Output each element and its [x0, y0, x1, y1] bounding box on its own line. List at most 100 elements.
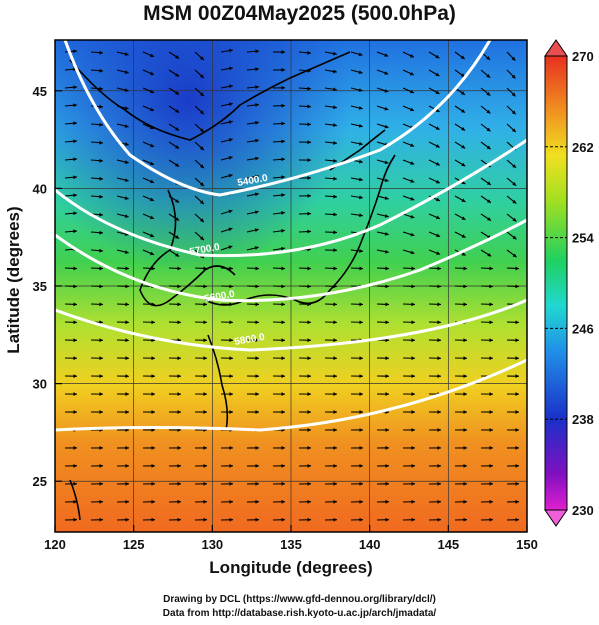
- wind-arrow-head: [124, 124, 129, 128]
- wind-arrow-head: [125, 266, 129, 271]
- wind-arrow-head: [199, 200, 204, 205]
- wind-arrow-head: [125, 499, 129, 504]
- wind-arrow-head: [463, 481, 467, 486]
- wind-arrow-head: [489, 428, 493, 432]
- wind-arrow-head: [99, 463, 103, 468]
- wind-arrow-head: [177, 356, 181, 361]
- wind-arrow-head: [461, 144, 466, 149]
- wind-arrow-head: [411, 284, 415, 289]
- wind-arrow-head: [486, 181, 491, 185]
- wind-arrow-head: [73, 356, 77, 361]
- wind-arrow-head: [307, 338, 311, 343]
- wind-arrow-head: [333, 141, 337, 145]
- wind-arrow-head: [307, 158, 311, 162]
- wind-arrow-head: [411, 374, 415, 379]
- wind-arrow-head: [203, 392, 207, 396]
- wind-arrow-head: [359, 517, 363, 522]
- wind-arrow-head: [333, 284, 337, 289]
- wind-arrow-head: [385, 428, 389, 432]
- wind-arrow-head: [255, 392, 259, 396]
- wind-arrow-head: [150, 233, 155, 238]
- wind-arrow-head: [229, 338, 233, 343]
- wind-arrow-head: [358, 70, 363, 75]
- wind-arrow-head: [281, 266, 285, 271]
- wind-arrow-head: [359, 302, 363, 307]
- wind-arrow-head: [151, 338, 155, 343]
- wind-arrow-head: [359, 428, 363, 432]
- wind-arrow-head: [177, 302, 181, 307]
- wind-arrow-head: [359, 463, 363, 468]
- wind-arrow-head: [437, 410, 441, 414]
- wind-arrow-head: [333, 499, 337, 504]
- wind-arrow-head: [199, 128, 204, 133]
- wind-arrow-head: [435, 126, 440, 130]
- wind-arrow-head: [255, 103, 259, 107]
- wind-arrow-head: [307, 266, 311, 271]
- wind-arrow-head: [486, 127, 491, 132]
- wind-arrow-head: [281, 481, 285, 486]
- wind-arrow-head: [281, 302, 285, 307]
- wind-arrow-head: [384, 53, 389, 57]
- wind-arrow-head: [177, 266, 181, 271]
- wind-arrow-head: [151, 266, 155, 271]
- colorbar-min-arrow: [544, 509, 568, 527]
- wind-arrow-head: [409, 71, 414, 76]
- wind-arrow-head: [228, 227, 233, 232]
- wind-arrow-head: [410, 214, 415, 219]
- wind-arrow-head: [460, 55, 465, 60]
- wind-arrow-head: [385, 284, 389, 289]
- wind-arrow-head: [512, 182, 517, 186]
- wind-arrow-head: [486, 145, 491, 150]
- wind-arrow-head: [358, 123, 363, 128]
- wind-arrow-head: [203, 302, 207, 307]
- wind-arrow-head: [125, 374, 129, 379]
- wind-arrow-head: [73, 193, 77, 198]
- wind-arrow-head: [175, 235, 180, 239]
- wind-arrow-head: [486, 56, 491, 60]
- y-tick-label: 40: [33, 181, 47, 196]
- wind-arrow-head: [175, 109, 180, 113]
- wind-arrow-head: [150, 89, 155, 94]
- wind-arrow-head: [359, 374, 363, 379]
- wind-arrow-head: [124, 196, 129, 200]
- wind-arrow-head: [151, 481, 155, 486]
- wind-arrow-head: [255, 320, 259, 325]
- wind-arrow-head: [125, 302, 129, 307]
- wind-arrow-head: [150, 179, 155, 184]
- wind-arrow-head: [125, 463, 129, 468]
- wind-arrow-head: [435, 72, 440, 76]
- wind-arrow-head: [333, 176, 337, 181]
- wind-arrow-head: [255, 67, 259, 72]
- wind-arrow-head: [515, 446, 519, 450]
- wind-arrow-head: [333, 248, 337, 253]
- wind-arrow-head: [175, 199, 180, 203]
- wind-arrow-head: [333, 158, 337, 163]
- wind-arrow-head: [307, 392, 311, 396]
- wind-arrow-head: [437, 284, 441, 289]
- wind-arrow-head: [359, 356, 363, 361]
- wind-arrow-head: [358, 106, 363, 110]
- y-tick-label: 25: [33, 474, 47, 489]
- wind-arrow-head: [124, 106, 129, 110]
- wind-arrow-head: [437, 356, 441, 361]
- wind-arrow-head: [515, 374, 519, 379]
- wind-arrow-head: [411, 446, 415, 450]
- wind-arrow-head: [255, 517, 259, 522]
- wind-arrow-head: [99, 356, 103, 361]
- wind-arrow-head: [229, 481, 233, 486]
- wind-arrow-head: [281, 446, 285, 450]
- wind-arrow-head: [99, 104, 103, 109]
- wind-arrow-head: [255, 374, 259, 379]
- wind-arrow-head: [254, 228, 259, 232]
- wind-arrow-head: [281, 50, 285, 54]
- wind-arrow-head: [125, 356, 129, 361]
- wind-arrow-head: [281, 85, 285, 90]
- wind-arrow-head: [229, 446, 233, 450]
- wind-arrow-head: [228, 156, 233, 160]
- colorbar-label: 238: [572, 412, 594, 427]
- wind-arrow-head: [281, 157, 285, 162]
- wind-arrow-head: [410, 161, 415, 165]
- wind-arrow-head: [281, 211, 285, 215]
- wind-arrow-head: [73, 410, 77, 414]
- wind-arrow-head: [515, 517, 519, 522]
